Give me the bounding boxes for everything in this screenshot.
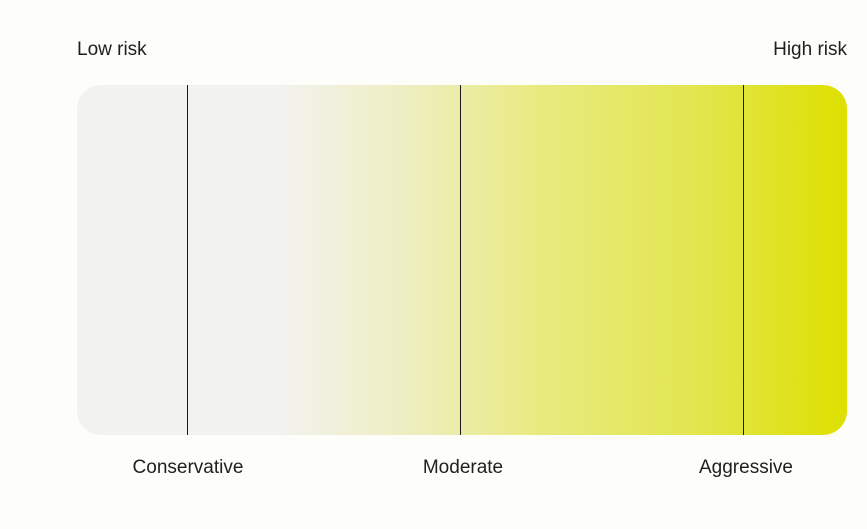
risk-gradient-bar [77,85,847,435]
moderate-divider [460,85,461,435]
conservative-divider [187,85,188,435]
tier-label-conservative: Conservative [132,457,244,478]
tier-label-moderate: Moderate [422,457,504,478]
low-risk-label: Low risk [77,39,147,60]
tier-label-aggressive: Aggressive [699,457,793,478]
aggressive-divider [743,85,744,435]
high-risk-label: High risk [773,39,847,60]
